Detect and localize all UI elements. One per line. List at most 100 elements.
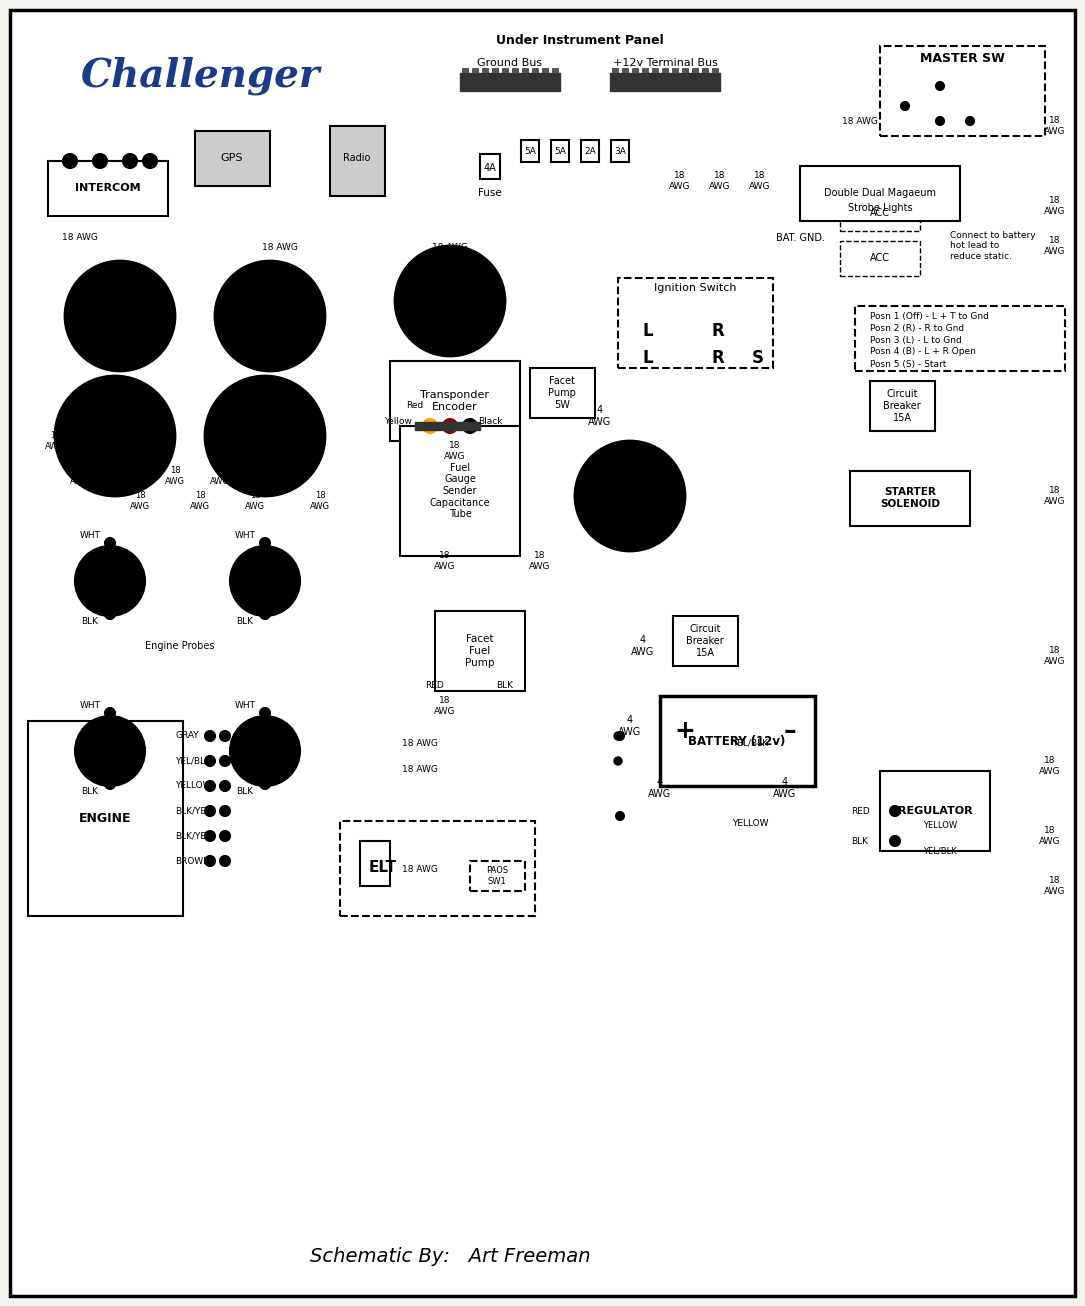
- Text: 18
AWG: 18 AWG: [44, 431, 65, 451]
- Text: Circuit
Breaker
15A: Circuit Breaker 15A: [883, 389, 921, 423]
- Bar: [435, 611, 525, 691]
- Bar: [472, 68, 478, 73]
- Text: Starter
Motor: Starter Motor: [612, 486, 648, 507]
- Text: 2A: 2A: [584, 146, 596, 155]
- Text: Under Instrument Panel: Under Instrument Panel: [496, 34, 664, 47]
- Bar: [880, 46, 1045, 136]
- Circle shape: [260, 538, 270, 549]
- Circle shape: [135, 409, 145, 419]
- Text: +12v Terminal Bus: +12v Terminal Bus: [613, 57, 717, 68]
- Text: 18
AWG: 18 AWG: [669, 171, 691, 191]
- Circle shape: [105, 538, 115, 549]
- Bar: [480, 154, 500, 179]
- Text: ENGINE: ENGINE: [79, 811, 131, 824]
- Text: BLK: BLK: [237, 616, 254, 626]
- Text: 1: 1: [234, 409, 240, 419]
- Circle shape: [123, 154, 137, 168]
- Text: Ground Bus: Ground Bus: [477, 57, 542, 68]
- Bar: [611, 140, 629, 162]
- Circle shape: [205, 831, 215, 841]
- Bar: [502, 68, 508, 73]
- Text: Red: Red: [407, 401, 423, 410]
- Text: RED: RED: [851, 807, 869, 815]
- Bar: [855, 306, 1065, 371]
- Circle shape: [105, 708, 115, 718]
- Text: –: –: [783, 720, 796, 743]
- Text: 18
AWG: 18 AWG: [710, 171, 731, 191]
- Text: Facet
Fuel
Pump: Facet Fuel Pump: [465, 635, 495, 667]
- Bar: [692, 68, 698, 73]
- Circle shape: [285, 453, 295, 464]
- Text: 4: 4: [302, 286, 308, 296]
- Text: GPS: GPS: [220, 153, 243, 163]
- Circle shape: [143, 154, 157, 168]
- Text: 18
AWG: 18 AWG: [1039, 827, 1061, 846]
- Text: WHT: WHT: [79, 532, 101, 541]
- Text: Posn 3 (L) - L to Gnd: Posn 3 (L) - L to Gnd: [870, 336, 961, 345]
- Bar: [482, 68, 488, 73]
- Text: 18
AWG: 18 AWG: [71, 466, 90, 486]
- Bar: [682, 68, 688, 73]
- Bar: [702, 68, 709, 73]
- Bar: [340, 821, 535, 916]
- Text: WHT: WHT: [234, 532, 255, 541]
- Text: STARTER
SOLENOID: STARTER SOLENOID: [880, 487, 940, 509]
- Circle shape: [220, 756, 230, 767]
- Circle shape: [235, 409, 245, 419]
- Text: 4
AWG: 4 AWG: [774, 777, 796, 799]
- Text: 18 AWG: 18 AWG: [62, 234, 98, 243]
- Text: EGT #2: EGT #2: [246, 751, 283, 761]
- Text: 18
AWG: 18 AWG: [1044, 486, 1065, 505]
- Text: 5: 5: [290, 453, 296, 464]
- Text: 18
AWG: 18 AWG: [1044, 236, 1065, 256]
- Text: Ignition Switch: Ignition Switch: [654, 283, 737, 293]
- Circle shape: [105, 778, 115, 789]
- Text: Posn 2 (R) - R to Gnd: Posn 2 (R) - R to Gnd: [870, 324, 965, 333]
- Bar: [470, 861, 525, 891]
- Circle shape: [230, 716, 299, 786]
- Bar: [552, 68, 558, 73]
- Bar: [642, 68, 648, 73]
- Text: 18
AWG: 18 AWG: [1044, 876, 1065, 896]
- Circle shape: [260, 708, 270, 718]
- Circle shape: [890, 836, 899, 846]
- Text: YELLOW: YELLOW: [175, 781, 212, 790]
- Text: YEL/BLK: YEL/BLK: [923, 846, 957, 855]
- Text: 18
AWG: 18 AWG: [434, 551, 456, 571]
- Text: 4: 4: [140, 409, 146, 419]
- Bar: [551, 140, 569, 162]
- Text: 18
AWG: 18 AWG: [280, 466, 299, 486]
- Circle shape: [205, 855, 215, 866]
- Text: Black: Black: [477, 418, 502, 427]
- Text: 4
AWG: 4 AWG: [588, 405, 612, 427]
- Text: BROWN: BROWN: [175, 857, 210, 866]
- Circle shape: [205, 781, 215, 791]
- Circle shape: [220, 831, 230, 841]
- Bar: [662, 68, 668, 73]
- Text: Facet
Pump
5W: Facet Pump 5W: [548, 376, 576, 410]
- Circle shape: [205, 376, 326, 496]
- Bar: [673, 616, 738, 666]
- Bar: [880, 771, 990, 852]
- Text: (DUAL)
EGT: (DUAL) EGT: [246, 430, 283, 452]
- Text: 18
AWG: 18 AWG: [529, 551, 551, 571]
- Text: EGT #1: EGT #1: [246, 581, 283, 592]
- Text: 5A: 5A: [524, 146, 536, 155]
- Bar: [400, 426, 520, 556]
- Circle shape: [446, 263, 454, 270]
- Text: BATTERY (12v): BATTERY (12v): [688, 734, 786, 747]
- Circle shape: [205, 756, 215, 767]
- Circle shape: [205, 731, 215, 741]
- Bar: [28, 721, 183, 916]
- Text: 18
AWG: 18 AWG: [1044, 116, 1065, 136]
- Circle shape: [63, 154, 77, 168]
- Bar: [652, 68, 658, 73]
- Text: YELLOW: YELLOW: [923, 821, 957, 831]
- Bar: [48, 161, 168, 215]
- Circle shape: [304, 293, 312, 300]
- Circle shape: [395, 246, 505, 357]
- Text: 8: 8: [234, 453, 240, 464]
- Text: Circuit
Breaker
15A: Circuit Breaker 15A: [686, 624, 724, 658]
- Circle shape: [105, 609, 115, 619]
- Text: Engine Probes: Engine Probes: [145, 641, 215, 650]
